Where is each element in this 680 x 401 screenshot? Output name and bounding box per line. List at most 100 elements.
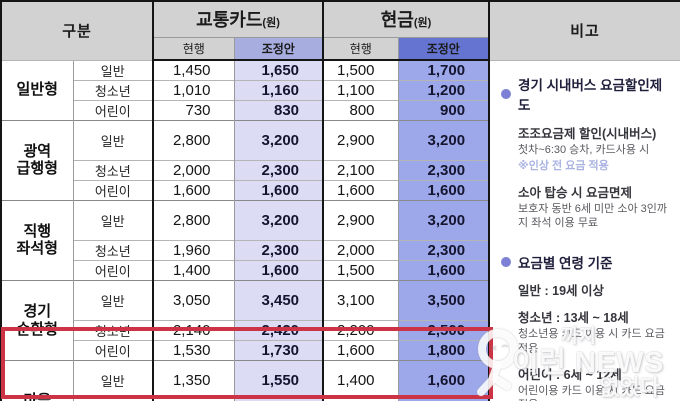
- table-row: 일반형 일반 1,450 1,650 1,500 1,700 경기 시내버스 요…: [1, 59, 680, 401]
- subheader-cash-adjusted: 조정안: [397, 36, 490, 61]
- fare-card-adjusted: 1,650: [233, 59, 324, 80]
- remarks-item-head: 소아 탑승 시 요금면제: [518, 185, 632, 200]
- row-label: 어린이: [72, 179, 154, 201]
- remarks-item-head: 어린이 : 6세 ~ 12세: [518, 367, 622, 382]
- table-row: 청소년 1,960 2,300 2,000 2,300: [1, 240, 680, 261]
- fare-card-current: 1,450: [152, 59, 235, 80]
- column-header-category: 구분: [1, 1, 154, 60]
- fare-card-current: 730: [152, 99, 235, 120]
- fare-card-current: 1,530: [152, 340, 235, 361]
- row-label: 일반: [72, 119, 154, 161]
- row-label: 일반: [72, 199, 154, 241]
- row-label: 일반: [72, 59, 154, 80]
- remarks-section-heading: 경기 시내버스 요금할인제도: [501, 74, 674, 114]
- group-label: 직행 좌석형: [1, 199, 73, 281]
- fare-card-adjusted: 3,200: [233, 119, 324, 161]
- fare-card-current: 1,960: [152, 240, 235, 261]
- fare-cash-current: 1,600: [322, 340, 399, 361]
- fare-card-adjusted: 2,300: [233, 240, 324, 261]
- fare-cash-adjusted: 1,600: [397, 260, 490, 281]
- remarks-item-body: 청소년용 카드 이용 시 카드 요금 적용: [518, 328, 665, 355]
- row-label: 어린이: [72, 99, 154, 120]
- remarks-item-body: 어린이용 카드 이용 시 카드 요금 적용: [518, 384, 665, 401]
- fare-cash-current: 2,000: [322, 240, 399, 261]
- column-header-cash: 현금(원): [322, 1, 490, 37]
- fare-card-adjusted: 830: [233, 99, 324, 120]
- cash-header-unit: (원): [413, 17, 432, 30]
- fare-cash-adjusted: 1,200: [397, 79, 490, 100]
- fare-cash-adjusted: 3,200: [397, 119, 490, 161]
- fare-card-adjusted: 1,160: [233, 79, 324, 100]
- fare-card-adjusted: 3,450: [233, 280, 324, 321]
- fare-cash-adjusted: 1,700: [397, 59, 490, 80]
- remarks-item-head: 청소년 : 13세 ~ 18세: [518, 311, 629, 326]
- subheader-card-current: 현행: [152, 36, 235, 61]
- fare-card-adjusted: 2,420: [233, 320, 324, 341]
- fare-card-current: 1,350: [152, 360, 235, 401]
- card-header-title: 교통카드: [196, 10, 263, 31]
- remarks-section-heading: 요금별 연령 기준: [501, 252, 674, 272]
- fare-cash-current: 2,900: [322, 199, 399, 241]
- fare-cash-adjusted: 1,800: [397, 340, 490, 361]
- subheader-cash-current: 현행: [322, 36, 399, 61]
- row-label: 청소년: [72, 159, 154, 181]
- fare-card-current: 1,400: [152, 260, 235, 281]
- fare-cash-adjusted: 3,200: [397, 199, 490, 241]
- fare-cash-current: 800: [322, 99, 399, 120]
- column-header-remarks: 비고: [488, 1, 680, 60]
- fare-cash-adjusted: 2,300: [397, 240, 490, 261]
- row-label: 어린이: [72, 260, 154, 281]
- header-row-1: 구분 교통카드(원) 현금(원) 비고: [1, 1, 680, 60]
- row-label: 일반: [72, 360, 154, 401]
- table-row: 직행 좌석형 일반 2,800 3,200 2,900 3,200: [1, 199, 680, 281]
- remarks-panel: 경기 시내버스 요금할인제도 조조요금제 할인(시내버스) 첫차~6:30 승차…: [488, 59, 680, 401]
- row-label: 어린이: [72, 340, 154, 361]
- fare-card-current: 1,600: [152, 179, 235, 201]
- remarks-item-head: 조조요금제 할인(시내버스): [518, 126, 657, 141]
- table-row: 청소년 2,000 2,300 2,100 2,300: [1, 159, 680, 181]
- fare-card-adjusted: 1,730: [233, 340, 324, 361]
- subheader-card-adjusted: 조정안: [233, 36, 324, 61]
- remarks-item-head: 일반 : 19세 이상: [518, 284, 605, 299]
- row-label: 청소년: [72, 79, 154, 100]
- column-header-card: 교통카드(원): [152, 1, 324, 37]
- fare-cash-adjusted: 900: [397, 99, 490, 120]
- fare-card-current: 2,000: [152, 159, 235, 181]
- fare-cash-adjusted: 2,500: [397, 320, 490, 341]
- table-row: 청소년 1,010 1,160 1,100 1,200: [1, 79, 680, 100]
- fare-card-adjusted: 3,200: [233, 199, 324, 241]
- fare-cash-adjusted: 1,600: [397, 179, 490, 201]
- table-row: 어린이 1,600 1,600 1,600 1,600: [1, 179, 680, 201]
- row-label: 청소년: [72, 240, 154, 261]
- fare-cash-adjusted: 3,500: [397, 280, 490, 321]
- remarks-item-note: ※인상 전 요금 적용: [518, 159, 609, 172]
- fare-cash-current: 2,100: [322, 159, 399, 181]
- table-row: 광역 급행형 일반 2,800 3,200 2,900 3,200: [1, 119, 680, 201]
- table-row: 마을 일반 1,350 1,550 1,400 1,600: [1, 360, 680, 401]
- fare-card-current: 3,050: [152, 280, 235, 321]
- fare-cash-current: 1,500: [322, 59, 399, 80]
- fare-card-adjusted: 1,600: [233, 260, 324, 281]
- fare-card-current: 1,010: [152, 79, 235, 100]
- group-label: 일반형: [1, 59, 73, 120]
- fare-card-current: 2,140: [152, 320, 235, 341]
- fare-cash-current: 2,900: [322, 119, 399, 161]
- card-header-unit: (원): [262, 17, 280, 30]
- row-label: 일반: [72, 280, 154, 321]
- fare-card-current: 2,800: [152, 119, 235, 161]
- fare-card-adjusted: 2,300: [233, 159, 324, 181]
- cash-header-title: 현금: [380, 10, 414, 31]
- fare-card-adjusted: 1,550: [233, 360, 324, 401]
- remarks-item-body: 보호자 동반 6세 미만 소아 3인까지 좌석 이용 무료: [518, 202, 668, 230]
- fare-cash-adjusted: 1,600: [397, 360, 490, 401]
- table-row: 경기 순환형 일반 3,050 3,450 3,100 3,500: [1, 280, 680, 361]
- bullet-icon: [501, 88, 512, 99]
- fare-cash-adjusted: 2,300: [397, 159, 490, 181]
- fare-cash-current: 1,400: [322, 360, 399, 401]
- table-row: 어린이 730 830 800 900: [1, 99, 680, 120]
- fare-cash-current: 1,100: [322, 79, 399, 100]
- group-label: 마을: [1, 360, 73, 401]
- fare-cash-current: 1,600: [322, 179, 399, 201]
